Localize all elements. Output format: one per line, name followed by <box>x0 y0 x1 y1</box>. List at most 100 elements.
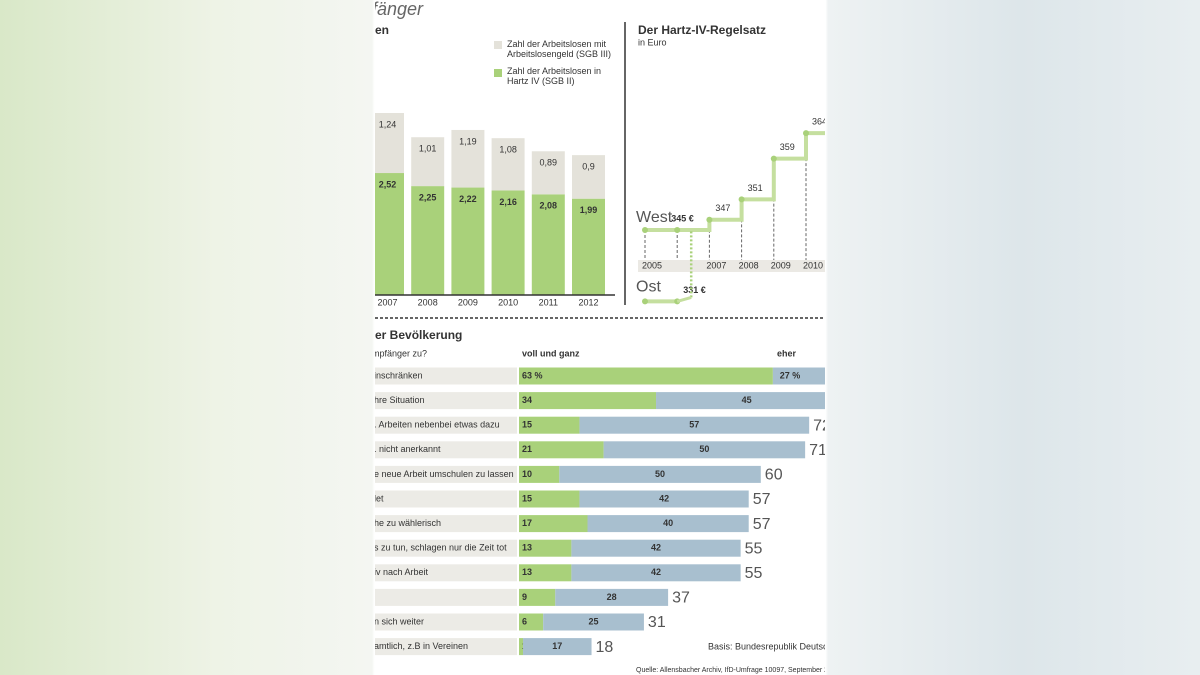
row-band <box>375 490 517 508</box>
value-label: 27 % <box>780 370 801 380</box>
legend-label: eher <box>777 348 797 358</box>
series-label: West <box>636 209 673 226</box>
value-label: 1,19 <box>459 136 477 146</box>
x-tick-label: 2007 <box>377 297 397 307</box>
value-label: 17 <box>522 518 532 528</box>
total-label: 60 <box>765 467 783 484</box>
connector <box>676 295 692 303</box>
value-label: 1,24 <box>379 119 397 129</box>
legend-label: voll und ganz <box>522 348 580 358</box>
bar-segment <box>571 564 741 582</box>
total-label: 72 <box>813 417 831 434</box>
bar-segment <box>519 613 544 631</box>
category-label: amtlich, z.B in Vereinen <box>374 641 468 651</box>
bar-segment <box>491 138 525 191</box>
category-label: s zu tun, schlagen nur die Zeit tot <box>374 543 507 553</box>
chart-title: er Bevölkerung <box>375 328 462 342</box>
category-label: inschränken <box>374 370 423 380</box>
legend-label: Zahl der Arbeitslosen mit Arbeitslosenge… <box>507 39 612 59</box>
point <box>803 130 809 137</box>
bar-segment <box>451 129 485 188</box>
bar-segment <box>375 113 404 174</box>
bar-segment <box>519 367 773 385</box>
value-label: 28 <box>607 592 617 602</box>
value-label: 2,25 <box>419 192 437 202</box>
point <box>706 216 713 223</box>
category-label: e neue Arbeit umschulen zu lassen <box>374 469 514 479</box>
note: Basis: Bundesrepublik Deutschlan <box>708 641 845 651</box>
value-label: 9 <box>522 592 527 602</box>
point <box>642 227 648 233</box>
bar-segment <box>519 490 580 508</box>
total-label: 55 <box>745 565 763 582</box>
row-band <box>375 441 517 459</box>
bar-segment <box>572 155 605 199</box>
row-band <box>375 392 517 410</box>
point <box>642 298 648 305</box>
chart-title: Der Hartz-IV-Regelsatz <box>638 23 766 37</box>
bar-segment <box>531 194 565 295</box>
total-label: 57 <box>753 516 771 533</box>
total-label: 57 <box>753 491 771 508</box>
total-label: 71 <box>809 442 827 459</box>
row-band <box>375 588 517 606</box>
chart-subtitle: mpfänger zu? <box>372 348 427 358</box>
row-band <box>375 465 517 483</box>
bar-segment <box>579 416 810 434</box>
value-label: 40 <box>663 518 673 528</box>
category-label: hre Situation <box>374 395 425 405</box>
x-tick-label: 2011 <box>539 297 558 307</box>
bar-segment <box>519 392 657 410</box>
legend-swatch <box>494 41 502 49</box>
value-label: 10 <box>522 469 532 479</box>
value-label: 13 <box>522 543 532 553</box>
category-label: let <box>374 493 384 503</box>
value-label: 25 <box>589 616 599 626</box>
bar-segment <box>572 198 605 295</box>
source: Quelle: Allensbacher Archiv, IfD-Umfrage… <box>636 667 842 674</box>
page-title: fänger <box>372 0 424 19</box>
chart-subtitle: in Euro <box>638 37 667 47</box>
total-label: 18 <box>596 639 614 656</box>
bar-segment <box>559 465 761 483</box>
value-label: 17 <box>552 641 562 651</box>
total-label: 37 <box>672 590 690 607</box>
chart-title: en <box>375 23 389 37</box>
value-label: 0,9 <box>582 161 595 171</box>
value-label: 42 <box>651 543 661 553</box>
category-label: . Arbeiten nebenbei etwas dazu <box>374 420 500 430</box>
value-label: 345 € <box>671 213 694 223</box>
value-label: 359 <box>780 142 795 152</box>
total-label: 31 <box>648 614 666 631</box>
value-label: 347 <box>715 203 730 213</box>
x-axis-band <box>638 260 825 272</box>
x-tick-label: 2008 <box>418 297 438 307</box>
value-label: 351 <box>748 183 763 193</box>
row-band <box>375 416 517 434</box>
value-label: 1,08 <box>499 145 517 155</box>
value-label: 15 <box>522 420 532 430</box>
bar-segment <box>579 490 749 508</box>
x-tick-label: 2009 <box>771 260 791 270</box>
bar-segment <box>587 515 749 533</box>
series-label: Ost <box>636 279 661 296</box>
value-label: 0,89 <box>540 158 558 168</box>
bar-segment <box>451 187 485 295</box>
row-band <box>375 367 517 385</box>
x-tick-label: 2009 <box>458 297 478 307</box>
value-label: 2,22 <box>459 194 477 204</box>
bar-segment <box>772 367 825 385</box>
value-label: 2,16 <box>499 197 517 207</box>
x-tick-label: 2010 <box>803 260 823 270</box>
legend-swatch <box>494 69 502 77</box>
bar-segment <box>531 151 565 195</box>
bar-segment <box>519 539 572 557</box>
bar-segment <box>519 588 556 606</box>
value-label: 42 <box>659 493 669 503</box>
value-label: 57 <box>689 420 699 430</box>
category-label: . nicht anerkannt <box>374 444 441 454</box>
legend-label: Zahl der Arbeitslosen in Hartz IV (SGB I… <box>507 66 602 86</box>
row-band <box>375 613 517 631</box>
value-label: 2,08 <box>540 201 558 211</box>
